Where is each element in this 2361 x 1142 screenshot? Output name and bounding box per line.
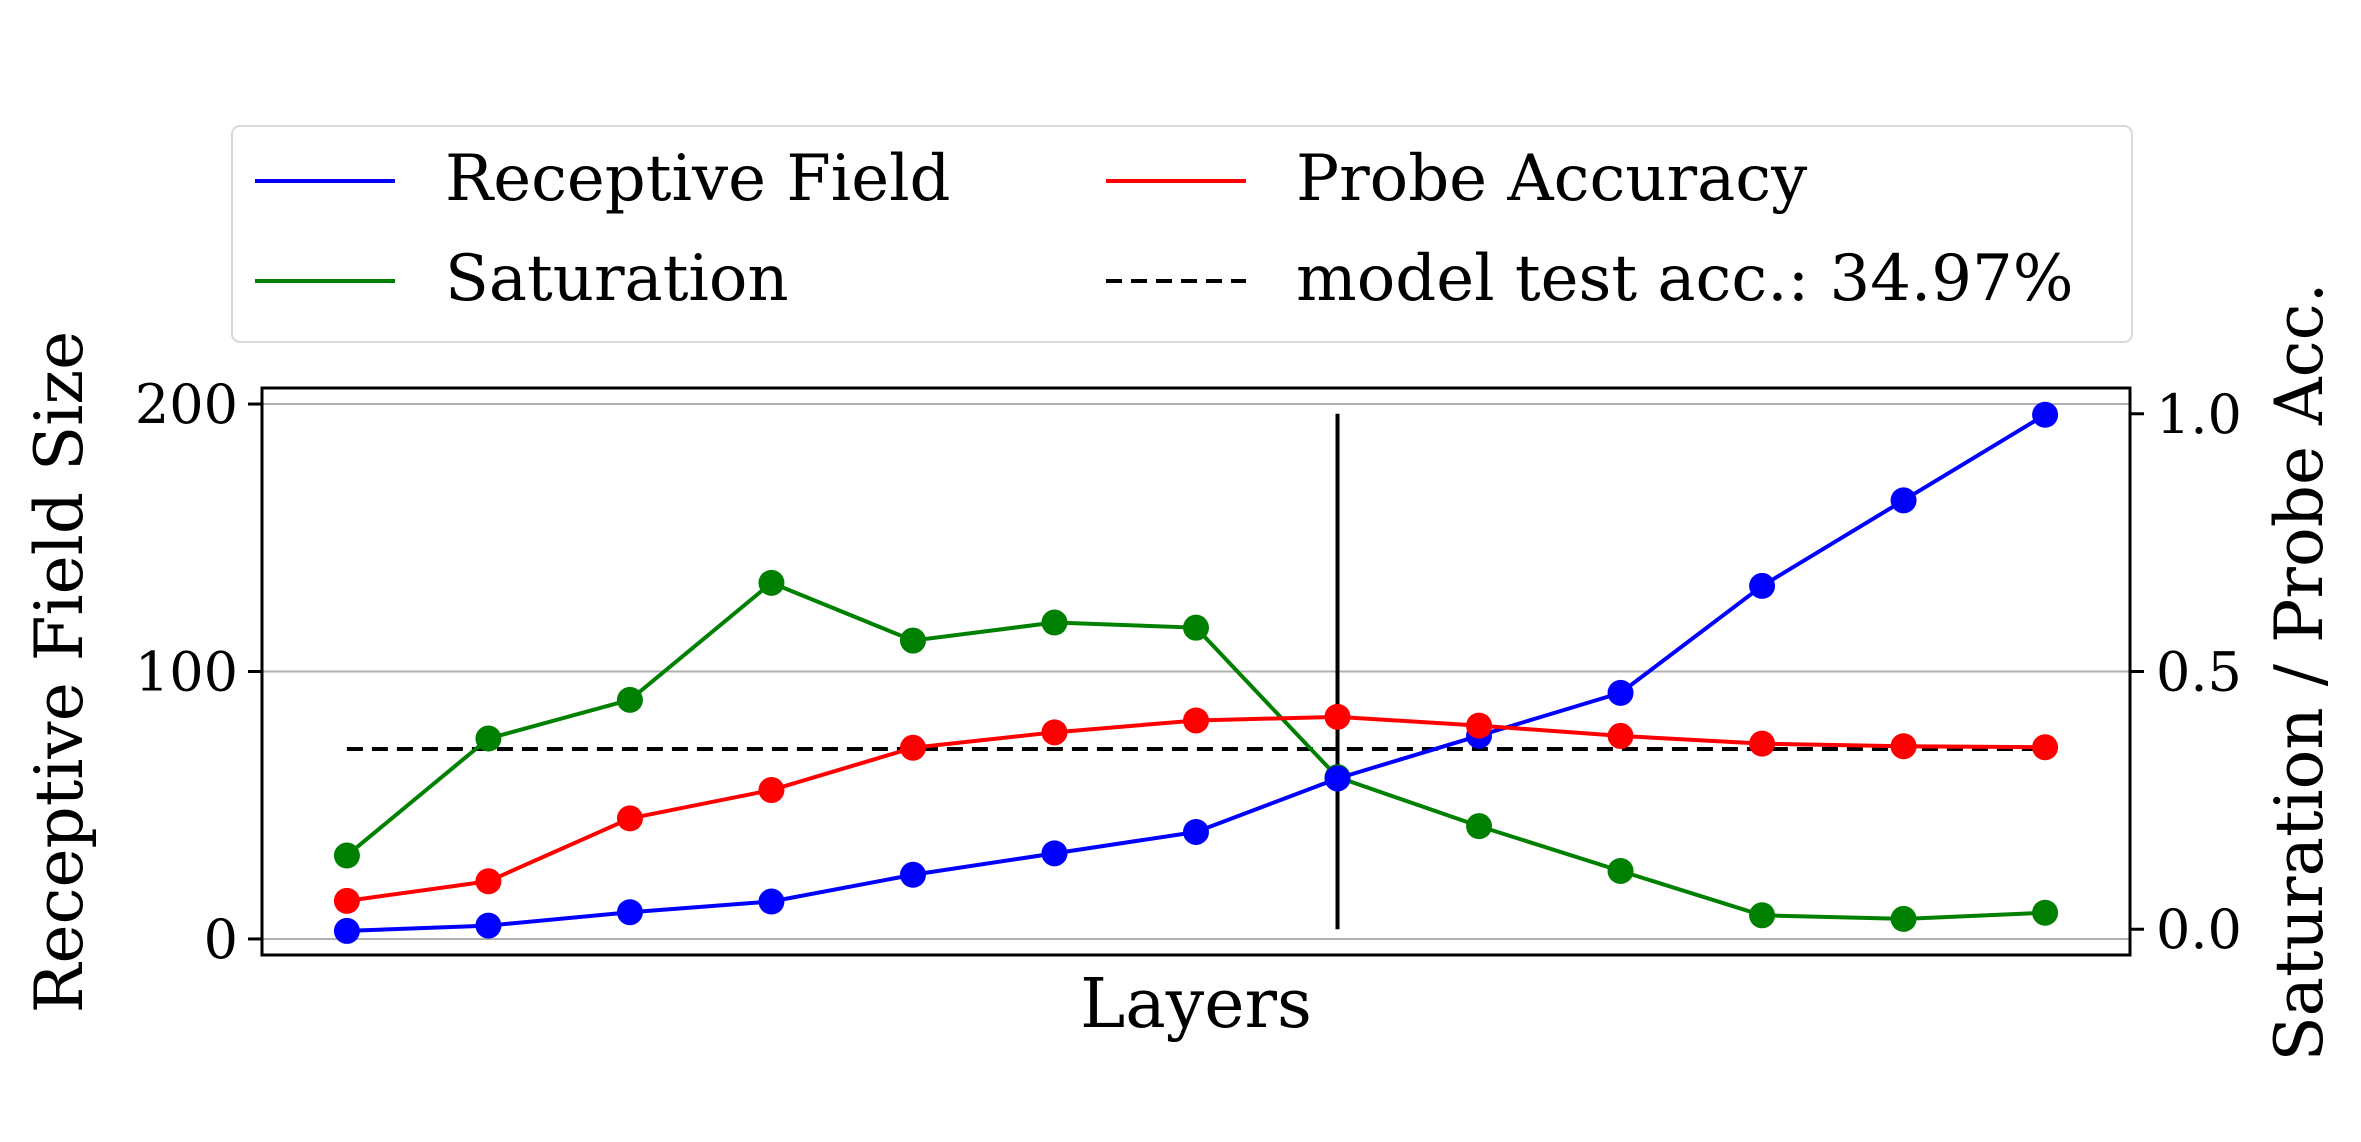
point-probe-accuracy-4	[758, 777, 785, 804]
point-probe-accuracy-11	[1749, 730, 1776, 757]
point-probe-accuracy-7	[1183, 707, 1209, 734]
point-saturation-12	[1890, 905, 1917, 932]
point-saturation-1	[333, 842, 360, 869]
point-probe-accuracy-5	[899, 734, 926, 761]
point-receptive-field-6	[1041, 840, 1068, 867]
point-probe-accuracy-3	[616, 805, 643, 832]
point-probe-accuracy-8	[1324, 703, 1351, 730]
point-receptive-field-1	[333, 917, 360, 944]
point-probe-accuracy-12	[1890, 733, 1917, 760]
point-receptive-field-8	[1324, 765, 1351, 792]
legend-label-model-test-acc: model test acc.: 34.97%	[1296, 242, 2074, 316]
point-receptive-field-2	[475, 912, 502, 939]
point-probe-accuracy-2	[475, 868, 502, 895]
y-axis-left-label: Receptive Field Size	[21, 331, 98, 1013]
point-saturation-10	[1607, 857, 1634, 884]
point-receptive-field-4	[758, 888, 785, 915]
right-axis-ticks: 0.0 0.5 1.0	[2130, 383, 2242, 961]
point-probe-accuracy-9	[1466, 712, 1493, 739]
right-tick-label-0: 0.0	[2156, 898, 2242, 961]
series-receptive-field	[333, 401, 2059, 944]
point-probe-accuracy-6	[1041, 719, 1068, 746]
left-tick-label-2: 200	[135, 373, 238, 436]
legend: Receptive Field Saturation Probe Accurac…	[231, 125, 2133, 343]
right-tick-label-1: 0.5	[2156, 641, 2242, 704]
point-receptive-field-5	[899, 861, 926, 888]
point-saturation-4	[758, 569, 785, 596]
left-tick-label-1: 100	[135, 641, 238, 704]
point-saturation-9	[1466, 813, 1493, 840]
point-saturation-6	[1041, 609, 1068, 636]
point-receptive-field-13	[2032, 401, 2059, 428]
series-probe-accuracy	[333, 703, 2059, 914]
series-line-probe-accuracy	[346, 714, 2046, 903]
point-saturation-3	[616, 686, 643, 713]
x-axis-label: Layers	[1080, 965, 1312, 1044]
point-receptive-field-10	[1607, 679, 1634, 706]
legend-box	[231, 125, 2133, 343]
left-tick-label-0: 0	[204, 908, 238, 971]
point-saturation-13	[2032, 899, 2059, 926]
legend-label-probe-accuracy: Probe Accuracy	[1296, 142, 1807, 216]
point-probe-accuracy-13	[2032, 734, 2059, 761]
series-line-receptive-field	[346, 413, 2047, 933]
point-receptive-field-7	[1183, 818, 1209, 845]
point-saturation-5	[899, 627, 926, 654]
point-receptive-field-11	[1749, 572, 1776, 599]
y-axis-right-label: Saturation / Probe Acc.	[2261, 282, 2338, 1061]
left-axis-ticks: 0 100 200	[135, 373, 262, 971]
right-tick-label-2: 1.0	[2156, 383, 2242, 446]
point-receptive-field-3	[616, 899, 643, 926]
point-probe-accuracy-1	[333, 887, 360, 914]
legend-label-saturation: Saturation	[445, 242, 789, 316]
point-probe-accuracy-10	[1607, 722, 1634, 749]
point-saturation-2	[475, 725, 502, 752]
point-saturation-11	[1749, 902, 1776, 929]
legend-label-receptive-field: Receptive Field	[445, 142, 951, 216]
series-layer	[333, 401, 2059, 944]
point-saturation-7	[1183, 614, 1209, 641]
gridlines	[262, 403, 2130, 940]
point-receptive-field-12	[1890, 487, 1917, 514]
